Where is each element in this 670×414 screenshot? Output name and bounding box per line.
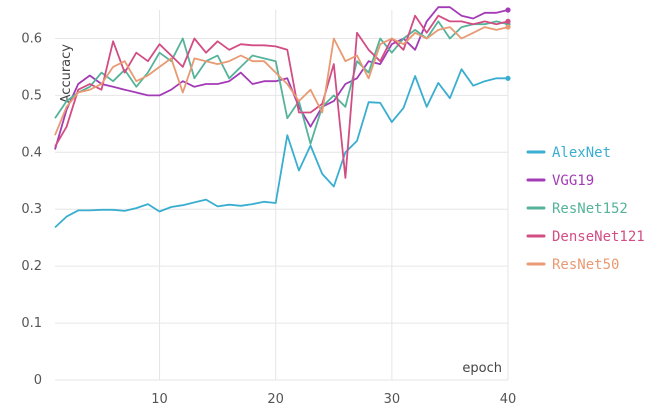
series-endpoint-densenet121 bbox=[505, 18, 511, 24]
y-tick-label: 0.2 bbox=[21, 259, 42, 274]
series-line-alexnet bbox=[54, 68, 508, 229]
x-tick-label: 40 bbox=[500, 392, 517, 407]
y-tick-labels: 0 0.1 0.2 0.3 0.4 0.5 0.6 bbox=[21, 31, 42, 388]
y-tick-label: 0.1 bbox=[21, 316, 42, 331]
series-line-vgg19 bbox=[54, 6, 509, 150]
legend-label-alexnet: AlexNet bbox=[552, 145, 611, 161]
y-tick-label: 0.5 bbox=[21, 88, 42, 103]
series-line-resnet50 bbox=[54, 26, 509, 136]
y-tick-label: 0.4 bbox=[21, 145, 42, 160]
y-axis-label: Accuracy bbox=[59, 44, 74, 104]
x-tick-label: 20 bbox=[267, 392, 284, 407]
x-axis-label: epoch bbox=[462, 361, 502, 376]
legend-label-resnet152: ResNet152 bbox=[552, 201, 628, 217]
series-endpoint-alexnet bbox=[505, 75, 511, 81]
x-tick-label: 30 bbox=[384, 392, 401, 407]
legend: AlexNet VGG19 ResNet152 DenseNet121 ResNet50 bbox=[526, 145, 645, 273]
series-line-resnet152 bbox=[54, 20, 509, 145]
legend-label-densenet121: DenseNet121 bbox=[552, 229, 645, 245]
series-lines bbox=[54, 6, 511, 229]
x-tick-label: 10 bbox=[151, 392, 168, 407]
legend-label-vgg19: VGG19 bbox=[552, 173, 594, 189]
series-endpoint-vgg19 bbox=[505, 7, 511, 13]
y-tick-label: 0.6 bbox=[21, 31, 42, 46]
series-endpoint-resnet50 bbox=[505, 24, 511, 30]
x-tick-labels: 10 20 30 40 bbox=[151, 392, 516, 407]
y-tick-label: 0.3 bbox=[21, 202, 42, 217]
grid bbox=[55, 10, 509, 381]
y-tick-label: 0 bbox=[34, 373, 42, 388]
legend-label-resnet50: ResNet50 bbox=[552, 257, 619, 273]
series-line-densenet121 bbox=[54, 14, 509, 179]
